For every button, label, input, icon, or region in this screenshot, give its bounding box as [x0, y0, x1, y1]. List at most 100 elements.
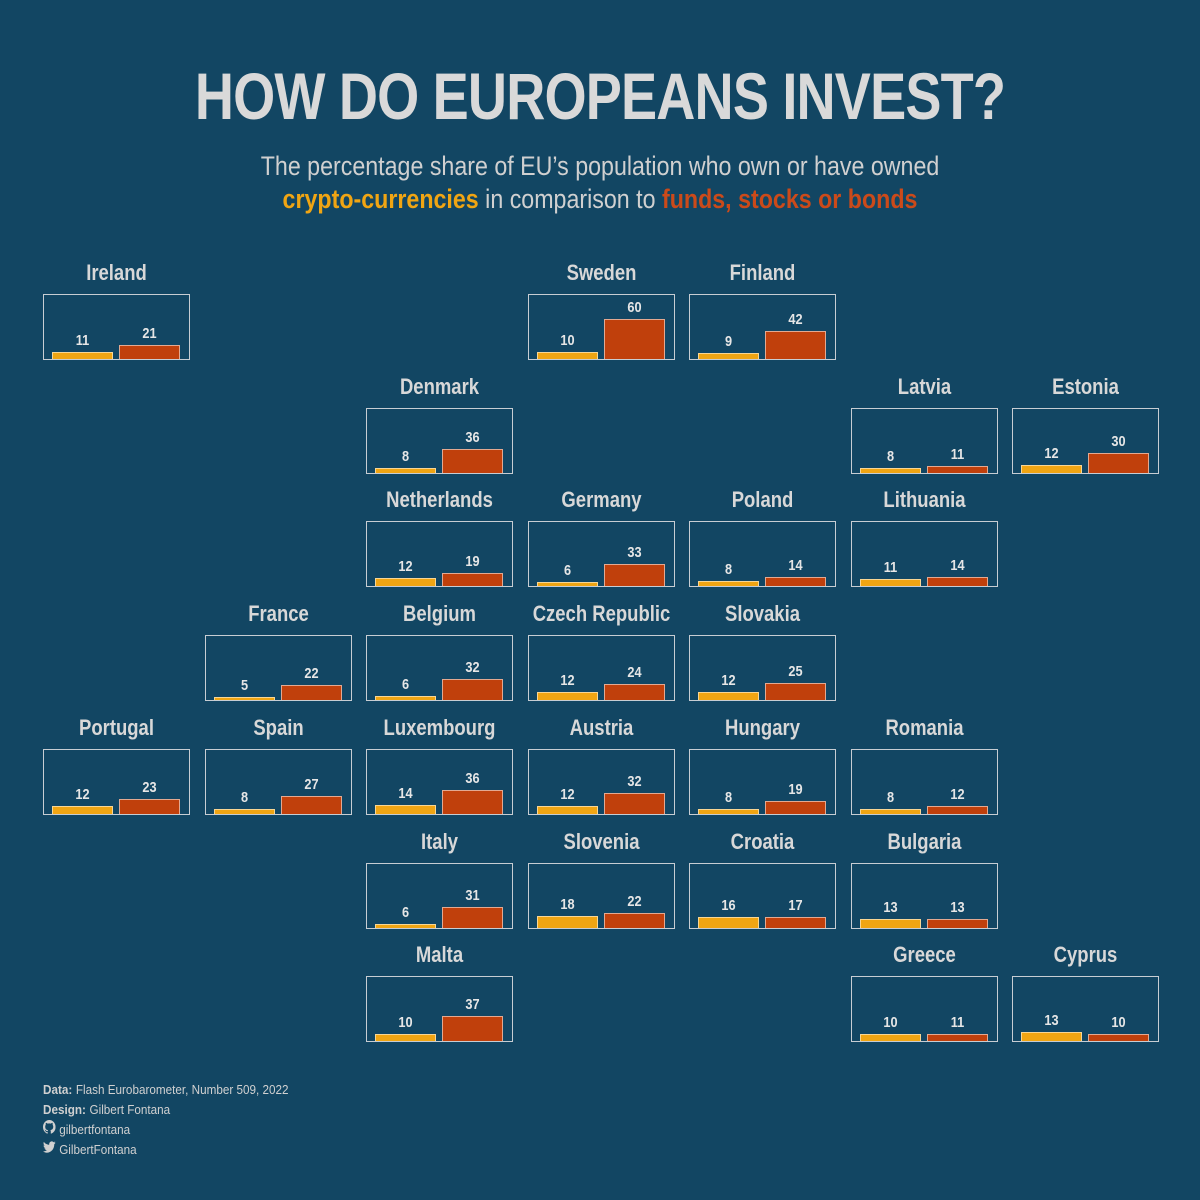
tile-luxembourg: Luxembourg 14 36	[366, 715, 513, 815]
crypto-value-label: 5	[240, 677, 248, 695]
tile-box: 10 60	[527, 294, 675, 360]
subtitle-line-2: crypto-currencies in comparison to funds…	[84, 183, 1116, 216]
crypto-bar	[375, 1034, 436, 1042]
crypto-bar	[698, 808, 759, 814]
credits: Data: Flash Eurobarometer, Number 509, 2…	[43, 1080, 316, 1160]
tile-box: 10 37	[366, 976, 513, 1043]
funds-bar	[442, 573, 503, 587]
funds-bar	[1088, 1034, 1149, 1042]
tile-italy: Italy 6 31	[366, 829, 513, 929]
crypto-bar	[698, 692, 759, 701]
country-name: Belgium	[403, 601, 476, 627]
crypto-value-label: 11	[75, 332, 90, 349]
funds-bar	[119, 345, 180, 359]
credit-data-text: Flash Eurobarometer, Number 509, 2022	[75, 1082, 289, 1097]
crypto-bar	[859, 579, 921, 587]
crypto-value-label: 10	[398, 1014, 413, 1032]
country-name: Portugal	[79, 714, 154, 740]
funds-value-label: 31	[465, 886, 480, 904]
funds-bar	[926, 465, 988, 473]
country-name: Czech Republic	[532, 601, 670, 627]
country-name: Greece	[892, 942, 956, 968]
tile-croatia: Croatia 16 17	[689, 829, 836, 929]
funds-bar	[442, 906, 503, 928]
tile-box: 12 25	[689, 635, 836, 702]
tile-box: 6 31	[366, 862, 513, 929]
tile-box: 12 30	[1012, 407, 1159, 474]
funds-bar	[765, 577, 826, 587]
tile-box: 13 13	[850, 862, 998, 929]
country-name: Luxembourg	[383, 714, 496, 740]
tile-latvia: Latvia 8 11	[850, 374, 998, 474]
tile-box: 12 32	[527, 748, 675, 815]
crypto-value-label: 12	[1044, 444, 1059, 462]
tile-box: 8 19	[689, 748, 836, 815]
funds-value-label: 19	[465, 553, 480, 571]
country-name: Ireland	[86, 260, 147, 285]
tile-finland: Finland 9 42	[689, 260, 836, 360]
funds-value-label: 33	[626, 544, 642, 562]
crypto-bar	[375, 696, 436, 701]
crypto-bar	[859, 1034, 921, 1042]
funds-bar	[280, 685, 342, 701]
credit-design: Design: Gilbert Fontana	[43, 1100, 289, 1120]
funds-value-label: 21	[142, 325, 157, 342]
crypto-value-label: 10	[882, 1014, 898, 1032]
crypto-bar	[536, 805, 598, 814]
country-name: Germany	[560, 487, 642, 513]
tile-greece: Greece 10 11	[850, 942, 998, 1043]
country-name: Cyprus	[1053, 942, 1118, 968]
tile-czech-republic: Czech Republic 12 24	[527, 601, 675, 702]
crypto-value-label: 12	[559, 785, 575, 803]
tile-germany: Germany 6 33	[527, 487, 675, 588]
tile-austria: Austria 12 32	[527, 715, 675, 815]
country-name: Romania	[884, 714, 964, 740]
country-name: Sweden	[566, 260, 636, 285]
crypto-value-label: 12	[559, 672, 575, 690]
crypto-bar	[52, 805, 113, 814]
funds-bar	[765, 800, 826, 814]
tile-box: 8 36	[366, 407, 513, 474]
credit-github: gilbertfontana	[43, 1120, 289, 1140]
tile-ireland: Ireland 11 21	[43, 260, 190, 360]
crypto-value-label: 14	[398, 784, 413, 802]
crypto-bar	[859, 918, 921, 928]
funds-value-label: 22	[626, 892, 642, 910]
tile-box: 6 32	[366, 635, 513, 702]
crypto-bar	[536, 692, 598, 701]
funds-bar	[926, 805, 988, 814]
funds-bar	[1088, 452, 1149, 473]
country-name: Italy	[421, 828, 458, 854]
country-name: Netherlands	[386, 487, 493, 513]
crypto-bar	[698, 916, 759, 928]
funds-value-label: 11	[950, 445, 964, 463]
crypto-bar	[375, 804, 436, 814]
funds-value-label: 23	[142, 778, 157, 796]
crypto-bar	[859, 808, 921, 814]
country-name: Slovenia	[562, 828, 639, 854]
credit-data-label: Data:	[43, 1082, 73, 1097]
tile-romania: Romania 8 12	[850, 715, 998, 815]
country-name: Croatia	[730, 828, 795, 854]
country-name: Spain	[252, 714, 304, 740]
crypto-bar	[536, 582, 598, 587]
tile-box: 9 42	[689, 294, 836, 360]
funds-value-label: 60	[626, 299, 642, 316]
funds-value-label: 27	[303, 775, 319, 793]
country-name: France	[247, 601, 309, 627]
funds-value-label: 32	[626, 772, 642, 790]
tile-portugal: Portugal 12 23	[43, 715, 190, 815]
github-handle: gilbertfontana	[59, 1122, 131, 1137]
funds-bar	[442, 448, 503, 473]
country-name: Finland	[729, 260, 796, 285]
crypto-bar	[213, 697, 275, 701]
crypto-bar	[52, 352, 113, 359]
crypto-bar	[698, 581, 759, 587]
funds-value-label: 11	[950, 1014, 964, 1032]
funds-value-label: 10	[1111, 1014, 1126, 1032]
funds-bar	[603, 319, 665, 359]
crypto-value-label: 8	[401, 447, 410, 465]
tile-box: 13 10	[1012, 976, 1159, 1043]
funds-value-label: 12	[949, 785, 965, 803]
tile-malta: Malta 10 37	[366, 942, 513, 1043]
